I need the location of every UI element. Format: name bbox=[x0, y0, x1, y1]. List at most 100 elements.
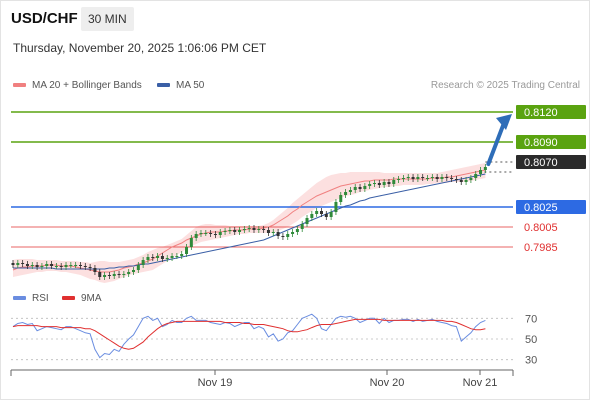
candle-body bbox=[132, 270, 135, 272]
candle-body bbox=[334, 202, 338, 212]
candle-body bbox=[435, 177, 439, 179]
rsi-line bbox=[12, 313, 486, 359]
level-0-8120-tag bbox=[516, 105, 586, 119]
legend-ma20: MA 20 + Bollinger Bands bbox=[13, 80, 142, 91]
candle-body bbox=[430, 177, 434, 178]
candle-body bbox=[454, 179, 458, 180]
candle-body bbox=[411, 177, 415, 179]
candle-body bbox=[54, 266, 58, 267]
candle-body bbox=[25, 264, 29, 266]
candle-body bbox=[368, 184, 372, 186]
candle-body bbox=[286, 234, 290, 237]
level-0-8070-label: 0.8070 bbox=[524, 157, 558, 169]
candle-body bbox=[474, 174, 478, 178]
candle-body bbox=[223, 231, 227, 232]
candle-body bbox=[300, 224, 304, 229]
rsi-tick-30: 30 bbox=[525, 355, 537, 367]
level-0-8090-label: 0.8090 bbox=[524, 137, 558, 149]
candle-body bbox=[459, 180, 463, 182]
level-0-7985-label: 0.7985 bbox=[524, 242, 558, 254]
time-tick-label: Nov 21 bbox=[463, 377, 498, 389]
legend-rsi-label: RSI bbox=[32, 293, 49, 304]
candle-body bbox=[242, 229, 246, 230]
candle-body bbox=[291, 232, 295, 234]
level-0-8090-tag bbox=[516, 135, 586, 149]
candle-body bbox=[266, 230, 270, 233]
candle-body bbox=[64, 265, 68, 267]
rsi-9ma-line bbox=[12, 318, 486, 350]
credit-text: Research © 2025 Trading Central bbox=[430, 80, 580, 91]
candle-body bbox=[218, 232, 222, 235]
level-0-8025-label: 0.8025 bbox=[524, 202, 558, 214]
candle-body bbox=[45, 264, 49, 266]
candle-body bbox=[295, 229, 299, 232]
candle-body bbox=[252, 228, 256, 230]
ma50-line bbox=[13, 173, 486, 270]
timeframe-badge[interactable]: 30 MIN bbox=[81, 7, 134, 31]
projection-arrow-head bbox=[496, 114, 512, 130]
candle-body bbox=[103, 275, 107, 277]
legend-ma50-swatch bbox=[157, 83, 170, 88]
candle-body bbox=[156, 256, 160, 258]
candle-body bbox=[69, 265, 73, 266]
candle-body bbox=[228, 230, 232, 231]
candle-body bbox=[194, 234, 198, 238]
candle-body bbox=[392, 180, 396, 184]
candle-body bbox=[189, 238, 193, 247]
time-tick-label: Nov 20 bbox=[370, 377, 405, 389]
candle-body bbox=[213, 234, 217, 235]
candle-body bbox=[78, 265, 82, 266]
rsi-tick-70: 70 bbox=[525, 313, 537, 325]
candle-body bbox=[209, 233, 213, 234]
legend-9ma-swatch bbox=[62, 296, 75, 301]
candle-body bbox=[11, 263, 15, 265]
candle-body bbox=[469, 178, 473, 180]
candle-body bbox=[21, 263, 25, 264]
candle-body bbox=[175, 256, 179, 257]
candle-body bbox=[50, 264, 54, 266]
candle-body bbox=[281, 236, 285, 237]
candle-body bbox=[165, 258, 169, 259]
candle-body bbox=[107, 275, 111, 276]
candle-body bbox=[170, 256, 174, 258]
candle-body bbox=[344, 192, 348, 195]
legend-ma50-label: MA 50 bbox=[176, 80, 205, 91]
candle-body bbox=[348, 190, 352, 192]
candle-body bbox=[151, 257, 155, 258]
symbol-title: USD/CHF bbox=[11, 10, 78, 27]
candle-body bbox=[324, 214, 328, 217]
candle-body bbox=[160, 256, 164, 259]
candle-body bbox=[146, 257, 150, 260]
legend-9ma-label: 9MA bbox=[81, 293, 102, 304]
candle-body bbox=[397, 179, 401, 180]
candle-body bbox=[377, 183, 381, 185]
legend-ma20-swatch bbox=[13, 83, 26, 88]
level-0-8070-tag bbox=[516, 155, 586, 169]
candle-body bbox=[440, 177, 444, 179]
candle-body bbox=[83, 266, 87, 267]
candle-body bbox=[59, 266, 63, 267]
candle-body bbox=[233, 230, 237, 232]
candle-body bbox=[382, 182, 386, 185]
candle-body bbox=[276, 232, 280, 236]
candle-body bbox=[16, 263, 20, 265]
level-0-8120-label: 0.8120 bbox=[524, 107, 558, 119]
candle-body bbox=[117, 274, 121, 275]
candle-body bbox=[421, 177, 425, 178]
legend-rsi-swatch bbox=[13, 296, 26, 301]
candle-body bbox=[30, 265, 34, 266]
bollinger-band-area bbox=[13, 163, 486, 283]
candle-body bbox=[257, 229, 261, 230]
candle-body bbox=[483, 167, 487, 170]
time-tick-label: Nov 19 bbox=[198, 377, 233, 389]
candle-body bbox=[353, 187, 357, 190]
candle-body bbox=[199, 233, 203, 234]
candle-body bbox=[358, 187, 362, 189]
candle-body bbox=[373, 183, 376, 184]
candle-body bbox=[185, 247, 189, 254]
candle-body bbox=[204, 233, 208, 234]
level-0-8005-label: 0.8005 bbox=[524, 222, 558, 234]
candle-body bbox=[305, 218, 309, 224]
candle-body bbox=[479, 170, 483, 174]
candle-body bbox=[315, 211, 319, 214]
